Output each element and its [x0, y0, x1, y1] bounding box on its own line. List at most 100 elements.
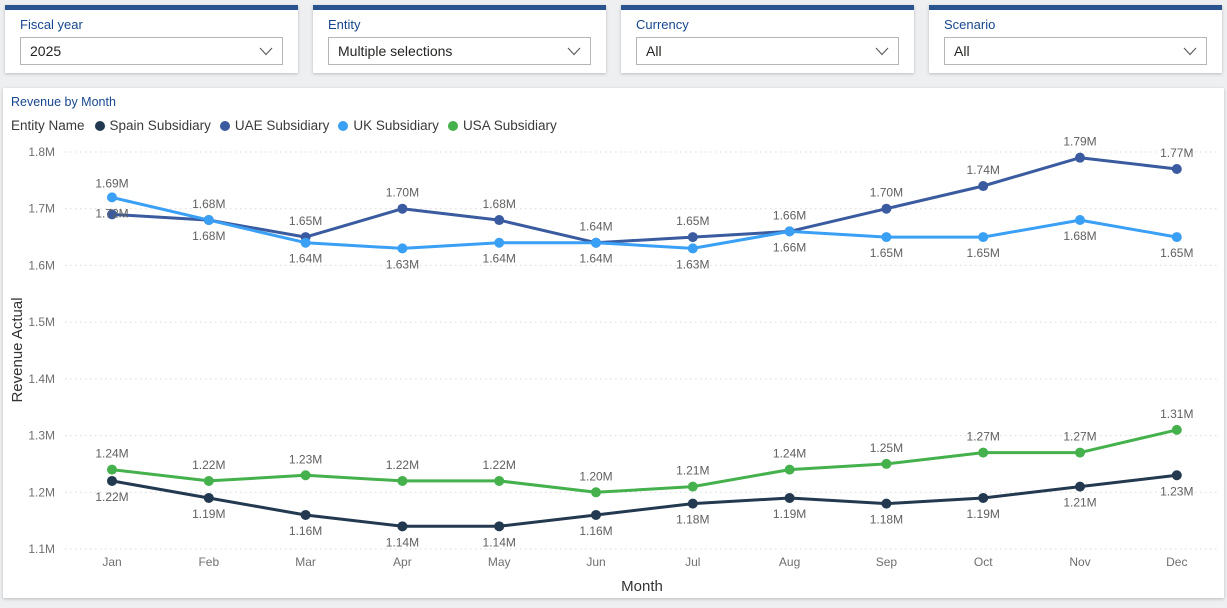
y-axis-tick-label: 1.1M	[28, 542, 55, 556]
chevron-down-icon[interactable]	[1183, 47, 1197, 56]
x-axis-tick-label: Jun	[586, 555, 605, 569]
filter-label: Currency	[636, 17, 689, 32]
data-label: 1.70M	[386, 186, 419, 200]
data-point-uk-subsidiary-oct[interactable]	[978, 232, 989, 243]
data-point-uk-subsidiary-feb[interactable]	[203, 215, 214, 226]
data-point-uk-subsidiary-jul[interactable]	[687, 243, 698, 254]
data-label: 1.65M	[289, 214, 322, 228]
data-point-spain-subsidiary-dec[interactable]	[1171, 470, 1182, 481]
legend-item-spain-subsidiary[interactable]: Spain Subsidiary	[94, 118, 211, 133]
data-point-spain-subsidiary-may[interactable]	[494, 521, 505, 532]
x-axis-title: Month	[621, 578, 663, 595]
data-point-uk-subsidiary-jan[interactable]	[107, 192, 117, 203]
data-point-usa-subsidiary-jan[interactable]	[107, 464, 117, 475]
data-point-uae-subsidiary-nov[interactable]	[1075, 152, 1085, 163]
data-label: 1.25M	[870, 441, 903, 455]
data-point-spain-subsidiary-nov[interactable]	[1075, 481, 1085, 492]
data-point-uk-subsidiary-apr[interactable]	[397, 243, 408, 254]
data-point-uae-subsidiary-dec[interactable]	[1171, 164, 1182, 175]
data-point-uk-subsidiary-may[interactable]	[494, 237, 505, 248]
legend-item-uae-subsidiary[interactable]: UAE Subsidiary	[219, 118, 330, 133]
filter-dropdown-currency[interactable]: All	[636, 37, 899, 65]
data-label: 1.16M	[289, 524, 322, 538]
data-point-usa-subsidiary-sep[interactable]	[881, 458, 892, 469]
data-label: 1.64M	[579, 220, 612, 234]
data-point-uae-subsidiary-apr[interactable]	[397, 203, 408, 214]
legend-items: Spain Subsidiary UAE Subsidiary UK Subsidi…	[94, 118, 557, 133]
data-label: 1.23M	[289, 452, 322, 466]
data-label: 1.18M	[676, 513, 709, 527]
data-label: 1.27M	[967, 430, 1000, 444]
data-point-spain-subsidiary-sep[interactable]	[881, 498, 892, 509]
data-label: 1.14M	[386, 535, 419, 549]
data-point-spain-subsidiary-jul[interactable]	[687, 498, 698, 509]
data-label: 1.21M	[676, 464, 709, 478]
data-point-uae-subsidiary-oct[interactable]	[978, 181, 989, 192]
data-point-usa-subsidiary-dec[interactable]	[1171, 424, 1182, 435]
x-axis-tick-label: Feb	[198, 555, 219, 569]
data-point-usa-subsidiary-nov[interactable]	[1075, 447, 1085, 458]
legend-dot	[219, 120, 230, 131]
legend-label: UK Subsidiary	[353, 118, 439, 133]
data-point-usa-subsidiary-mar[interactable]	[300, 470, 311, 481]
data-point-uk-subsidiary-nov[interactable]	[1075, 215, 1085, 226]
data-point-usa-subsidiary-may[interactable]	[494, 475, 505, 486]
data-point-spain-subsidiary-apr[interactable]	[397, 521, 408, 532]
data-point-uae-subsidiary-jan[interactable]	[107, 209, 117, 220]
data-point-uk-subsidiary-mar[interactable]	[300, 237, 311, 248]
data-point-uk-subsidiary-dec[interactable]	[1171, 232, 1182, 243]
data-point-uk-subsidiary-jun[interactable]	[591, 237, 601, 248]
filter-card-fiscal-year: Fiscal year 2025	[5, 5, 298, 73]
data-point-spain-subsidiary-aug[interactable]	[784, 492, 795, 503]
data-point-uk-subsidiary-sep[interactable]	[881, 232, 892, 243]
data-point-usa-subsidiary-jun[interactable]	[591, 487, 601, 498]
data-point-spain-subsidiary-mar[interactable]	[300, 509, 311, 520]
legend-label: UAE Subsidiary	[234, 118, 330, 133]
data-label: 1.66M	[773, 208, 806, 222]
data-label: 1.64M	[289, 252, 322, 266]
data-label: 1.22M	[386, 458, 419, 472]
y-axis-tick-label: 1.2M	[28, 485, 55, 499]
data-label: 1.22M	[483, 458, 516, 472]
data-label: 1.27M	[1063, 430, 1096, 444]
data-label: 1.63M	[676, 257, 709, 271]
y-axis-tick-label: 1.8M	[28, 145, 55, 159]
data-label: 1.19M	[192, 507, 225, 521]
data-point-uk-subsidiary-aug[interactable]	[784, 226, 795, 237]
data-point-spain-subsidiary-jun[interactable]	[591, 509, 601, 520]
chart-legend: Entity Name Spain Subsidiary UAE Subsidia…	[11, 118, 557, 133]
data-point-spain-subsidiary-jan[interactable]	[107, 475, 117, 486]
filter-dropdown-entity[interactable]: Multiple selections	[328, 37, 591, 65]
data-point-uae-subsidiary-may[interactable]	[494, 215, 505, 226]
chevron-down-icon[interactable]	[875, 47, 889, 56]
y-axis-tick-label: 1.7M	[28, 202, 55, 216]
data-point-usa-subsidiary-jul[interactable]	[687, 481, 698, 492]
legend-item-uk-subsidiary[interactable]: UK Subsidiary	[338, 118, 439, 133]
legend-dot	[338, 120, 349, 131]
data-label: 1.19M	[967, 507, 1000, 521]
data-point-spain-subsidiary-oct[interactable]	[978, 492, 989, 503]
series-line-usa-subsidiary	[110, 428, 1179, 494]
data-point-usa-subsidiary-aug[interactable]	[784, 464, 795, 475]
chevron-down-icon[interactable]	[259, 47, 273, 56]
x-axis-tick-label: Oct	[974, 555, 993, 569]
data-label: 1.19M	[773, 507, 806, 521]
data-label: 1.77M	[1160, 146, 1193, 160]
legend-title: Entity Name	[11, 118, 85, 133]
legend-item-usa-subsidiary[interactable]: USA Subsidiary	[447, 118, 557, 133]
data-point-uae-subsidiary-sep[interactable]	[881, 203, 892, 214]
data-point-usa-subsidiary-apr[interactable]	[397, 475, 408, 486]
data-point-usa-subsidiary-oct[interactable]	[978, 447, 989, 458]
data-label: 1.68M	[192, 229, 225, 243]
data-point-usa-subsidiary-feb[interactable]	[203, 475, 214, 486]
y-axis-tick-label: 1.4M	[28, 372, 55, 386]
filter-dropdown-fiscal-year[interactable]: 2025	[20, 37, 283, 65]
filter-dropdown-scenario[interactable]: All	[944, 37, 1207, 65]
data-point-uae-subsidiary-jul[interactable]	[687, 232, 698, 243]
x-axis-tick-label: Sep	[876, 555, 898, 569]
filter-selected-value: All	[954, 43, 970, 59]
series-line-uk-subsidiary	[110, 195, 1179, 250]
chevron-down-icon[interactable]	[567, 47, 581, 56]
data-point-spain-subsidiary-feb[interactable]	[203, 492, 214, 503]
